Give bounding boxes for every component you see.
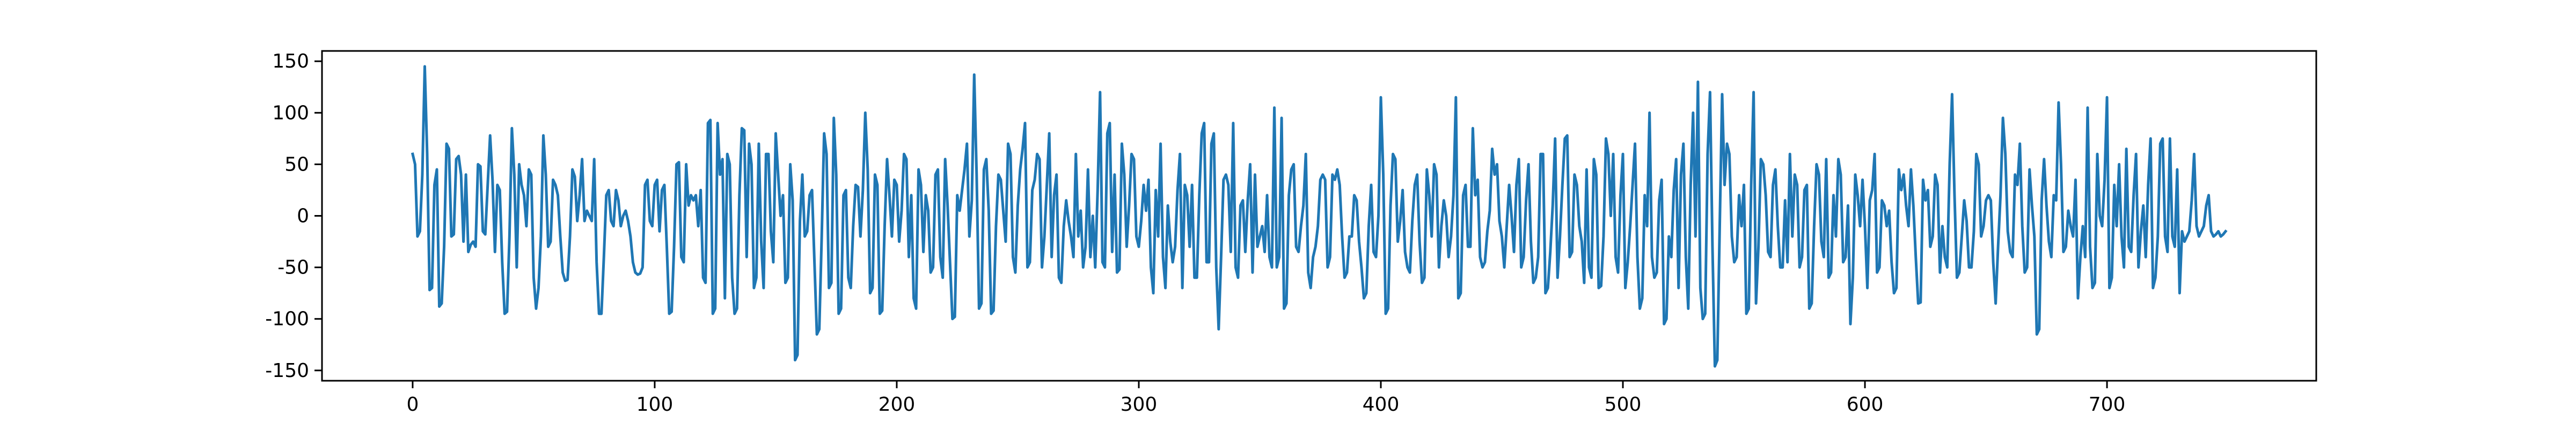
x-tick-label: 0 [406,394,419,416]
y-tick-label: 150 [272,50,309,72]
plot-frame [321,50,2317,382]
data-line [411,65,2228,368]
x-tick-label: 600 [1847,394,1884,416]
x-tick-label: 300 [1121,394,1158,416]
y-tick-label: -150 [265,360,309,382]
y-tick-label: 0 [297,205,309,227]
y-tick-label: 50 [284,153,309,175]
y-tick-label: 100 [272,102,309,124]
x-tick-label: 500 [1605,394,1642,416]
x-tick-label: 700 [2089,394,2126,416]
y-tick-label: -50 [277,257,309,279]
y-tick-label: -100 [265,308,309,330]
x-tick-label: 200 [879,394,916,416]
x-tick-label: 100 [636,394,674,416]
x-tick-label: 400 [1363,394,1400,416]
